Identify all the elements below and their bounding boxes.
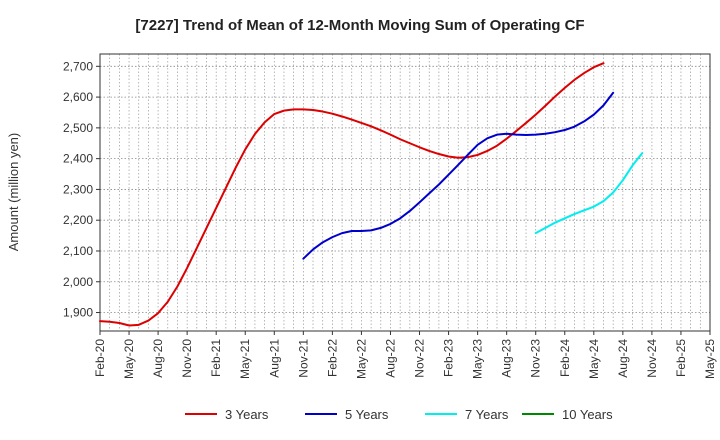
x-tick-label: Feb-25 [674,339,688,377]
x-tick-label: Feb-21 [209,339,223,377]
y-tick-label: 2,600 [63,90,93,104]
y-tick-label: 2,200 [63,213,93,227]
plot-area [99,53,711,332]
y-tick-label: 2,000 [63,275,93,289]
x-tick-label: Nov-22 [413,339,427,378]
legend-label: 5 Years [345,407,389,422]
x-tick-label: Nov-20 [180,339,194,378]
x-tick-label: May-25 [703,339,717,379]
legend-label: 3 Years [225,407,269,422]
x-tick-label: May-22 [354,339,368,379]
x-tick-label: Aug-21 [267,339,281,378]
y-axis-label: Amount (million yen) [6,133,21,252]
legend-label: 10 Years [562,407,613,422]
y-tick-label: 1,900 [63,306,93,320]
y-tick-label: 2,700 [63,59,93,73]
y-axis: 1,900 2,000 2,100 2,200 2,300 2,400 2,500 2,600… [63,59,100,320]
series-line-5-years [302,91,615,260]
x-axis: Feb-20 May-20 Aug-20 Nov-20 Feb-21 May-21 Aug-… [93,331,717,379]
x-tick-label: Nov-24 [645,339,659,378]
x-tick-label: May-23 [471,339,485,379]
x-tick-label: Aug-24 [616,339,630,378]
y-tick-label: 2,300 [63,182,93,196]
x-tick-label: May-21 [238,339,252,379]
x-tick-label: Feb-24 [558,339,572,377]
series-line-3-years [99,62,605,327]
x-tick-label: Feb-22 [325,339,339,377]
x-tick-label: Aug-22 [383,339,397,378]
y-tick-label: 2,100 [63,244,93,258]
x-tick-label: Feb-23 [442,339,456,377]
y-tick-label: 2,500 [63,121,93,135]
x-tick-label: Aug-20 [151,339,165,378]
x-tick-label: Feb-20 [93,339,107,377]
chart-title: [7227] Trend of Mean of 12-Month Moving … [135,17,584,34]
x-tick-label: Nov-23 [529,339,543,378]
x-tick-label: May-24 [587,339,601,379]
series-line-7-years [534,152,644,235]
x-tick-label: Nov-21 [296,339,310,378]
legend: 3 Years 5 Years 7 Years 10 Years [185,407,613,422]
y-tick-label: 2,400 [63,152,93,166]
series-group [99,62,644,327]
grid [100,54,710,331]
x-tick-label: Aug-23 [500,339,514,378]
legend-label: 7 Years [465,407,509,422]
x-tick-label: May-20 [122,339,136,379]
